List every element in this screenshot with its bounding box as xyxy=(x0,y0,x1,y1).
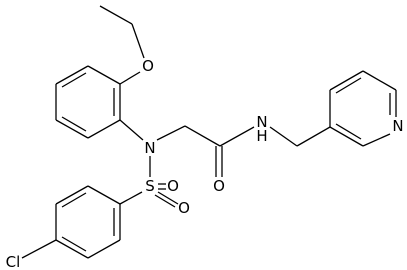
atom-label: N xyxy=(256,113,267,131)
atom-label: O xyxy=(167,177,179,195)
atom-label: O xyxy=(213,177,225,195)
atom-label: O xyxy=(178,199,190,217)
atom-label: N xyxy=(144,139,155,157)
atom-label: N xyxy=(392,117,403,135)
atom-label: H xyxy=(256,127,267,145)
atom-label: Cl xyxy=(6,253,21,270)
atom-labels: O N S O O O N H N Cl xyxy=(6,57,404,270)
atom-label: S xyxy=(145,177,155,195)
atom-label: O xyxy=(142,57,154,75)
bonds xyxy=(21,5,397,259)
